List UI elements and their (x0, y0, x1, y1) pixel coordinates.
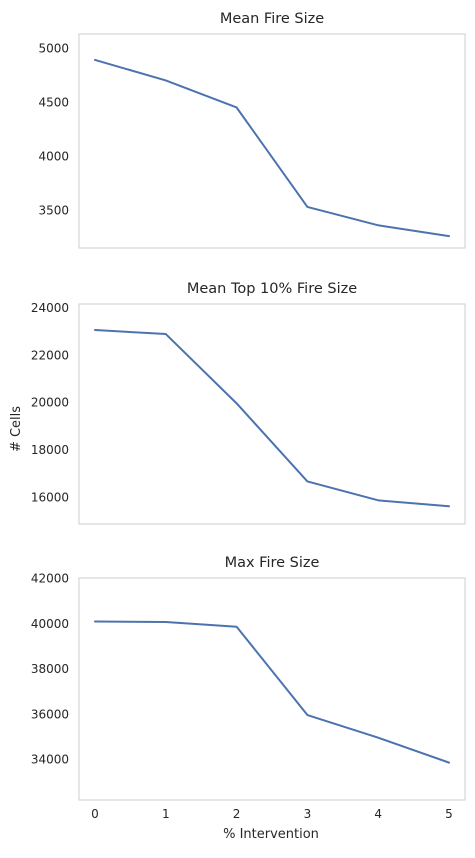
plot-frame (79, 34, 465, 248)
y-tick-label: 42000 (31, 572, 69, 586)
y-tick-label: 18000 (31, 443, 69, 457)
chart-title: Mean Fire Size (220, 11, 324, 27)
x-tick-label: 4 (374, 807, 382, 821)
y-tick-label: 34000 (31, 753, 69, 767)
y-tick-label: 16000 (31, 490, 69, 504)
y-tick-label: 40000 (31, 617, 69, 631)
y-tick-label: 5000 (38, 42, 69, 56)
series-line (95, 621, 449, 762)
y-tick-label: 4500 (38, 96, 69, 110)
chart-panel-1: Mean Fire Size 3500 4000 4500 5000 (38, 11, 465, 248)
x-tick-label: 1 (162, 807, 170, 821)
x-tick-label: 0 (91, 807, 99, 821)
y-axis-label: # Cells (9, 406, 24, 452)
x-axis-label: % Intervention (223, 827, 319, 842)
chart-title: Mean Top 10% Fire Size (187, 281, 357, 297)
chart-title: Max Fire Size (225, 555, 320, 571)
y-tick-label: 3500 (38, 204, 69, 218)
x-tick-label: 2 (233, 807, 241, 821)
y-tick-label: 20000 (31, 396, 69, 410)
y-tick-label: 38000 (31, 662, 69, 676)
series-line (95, 330, 449, 506)
plot-frame (79, 304, 465, 524)
x-tick-label: 5 (445, 807, 453, 821)
y-tick-label: 24000 (31, 301, 69, 315)
y-tick-label: 36000 (31, 707, 69, 721)
chart-panel-2: Mean Top 10% Fire Size 16000 18000 20000 220… (31, 281, 465, 524)
y-tick-label: 22000 (31, 348, 69, 362)
y-tick-label: 4000 (38, 150, 69, 164)
x-tick-label: 3 (304, 807, 312, 821)
plot-frame (79, 578, 465, 800)
series-line (95, 60, 449, 236)
chart-panel-3: Max Fire Size 34000 36000 38000 40000 42000 0 1… (31, 555, 465, 821)
